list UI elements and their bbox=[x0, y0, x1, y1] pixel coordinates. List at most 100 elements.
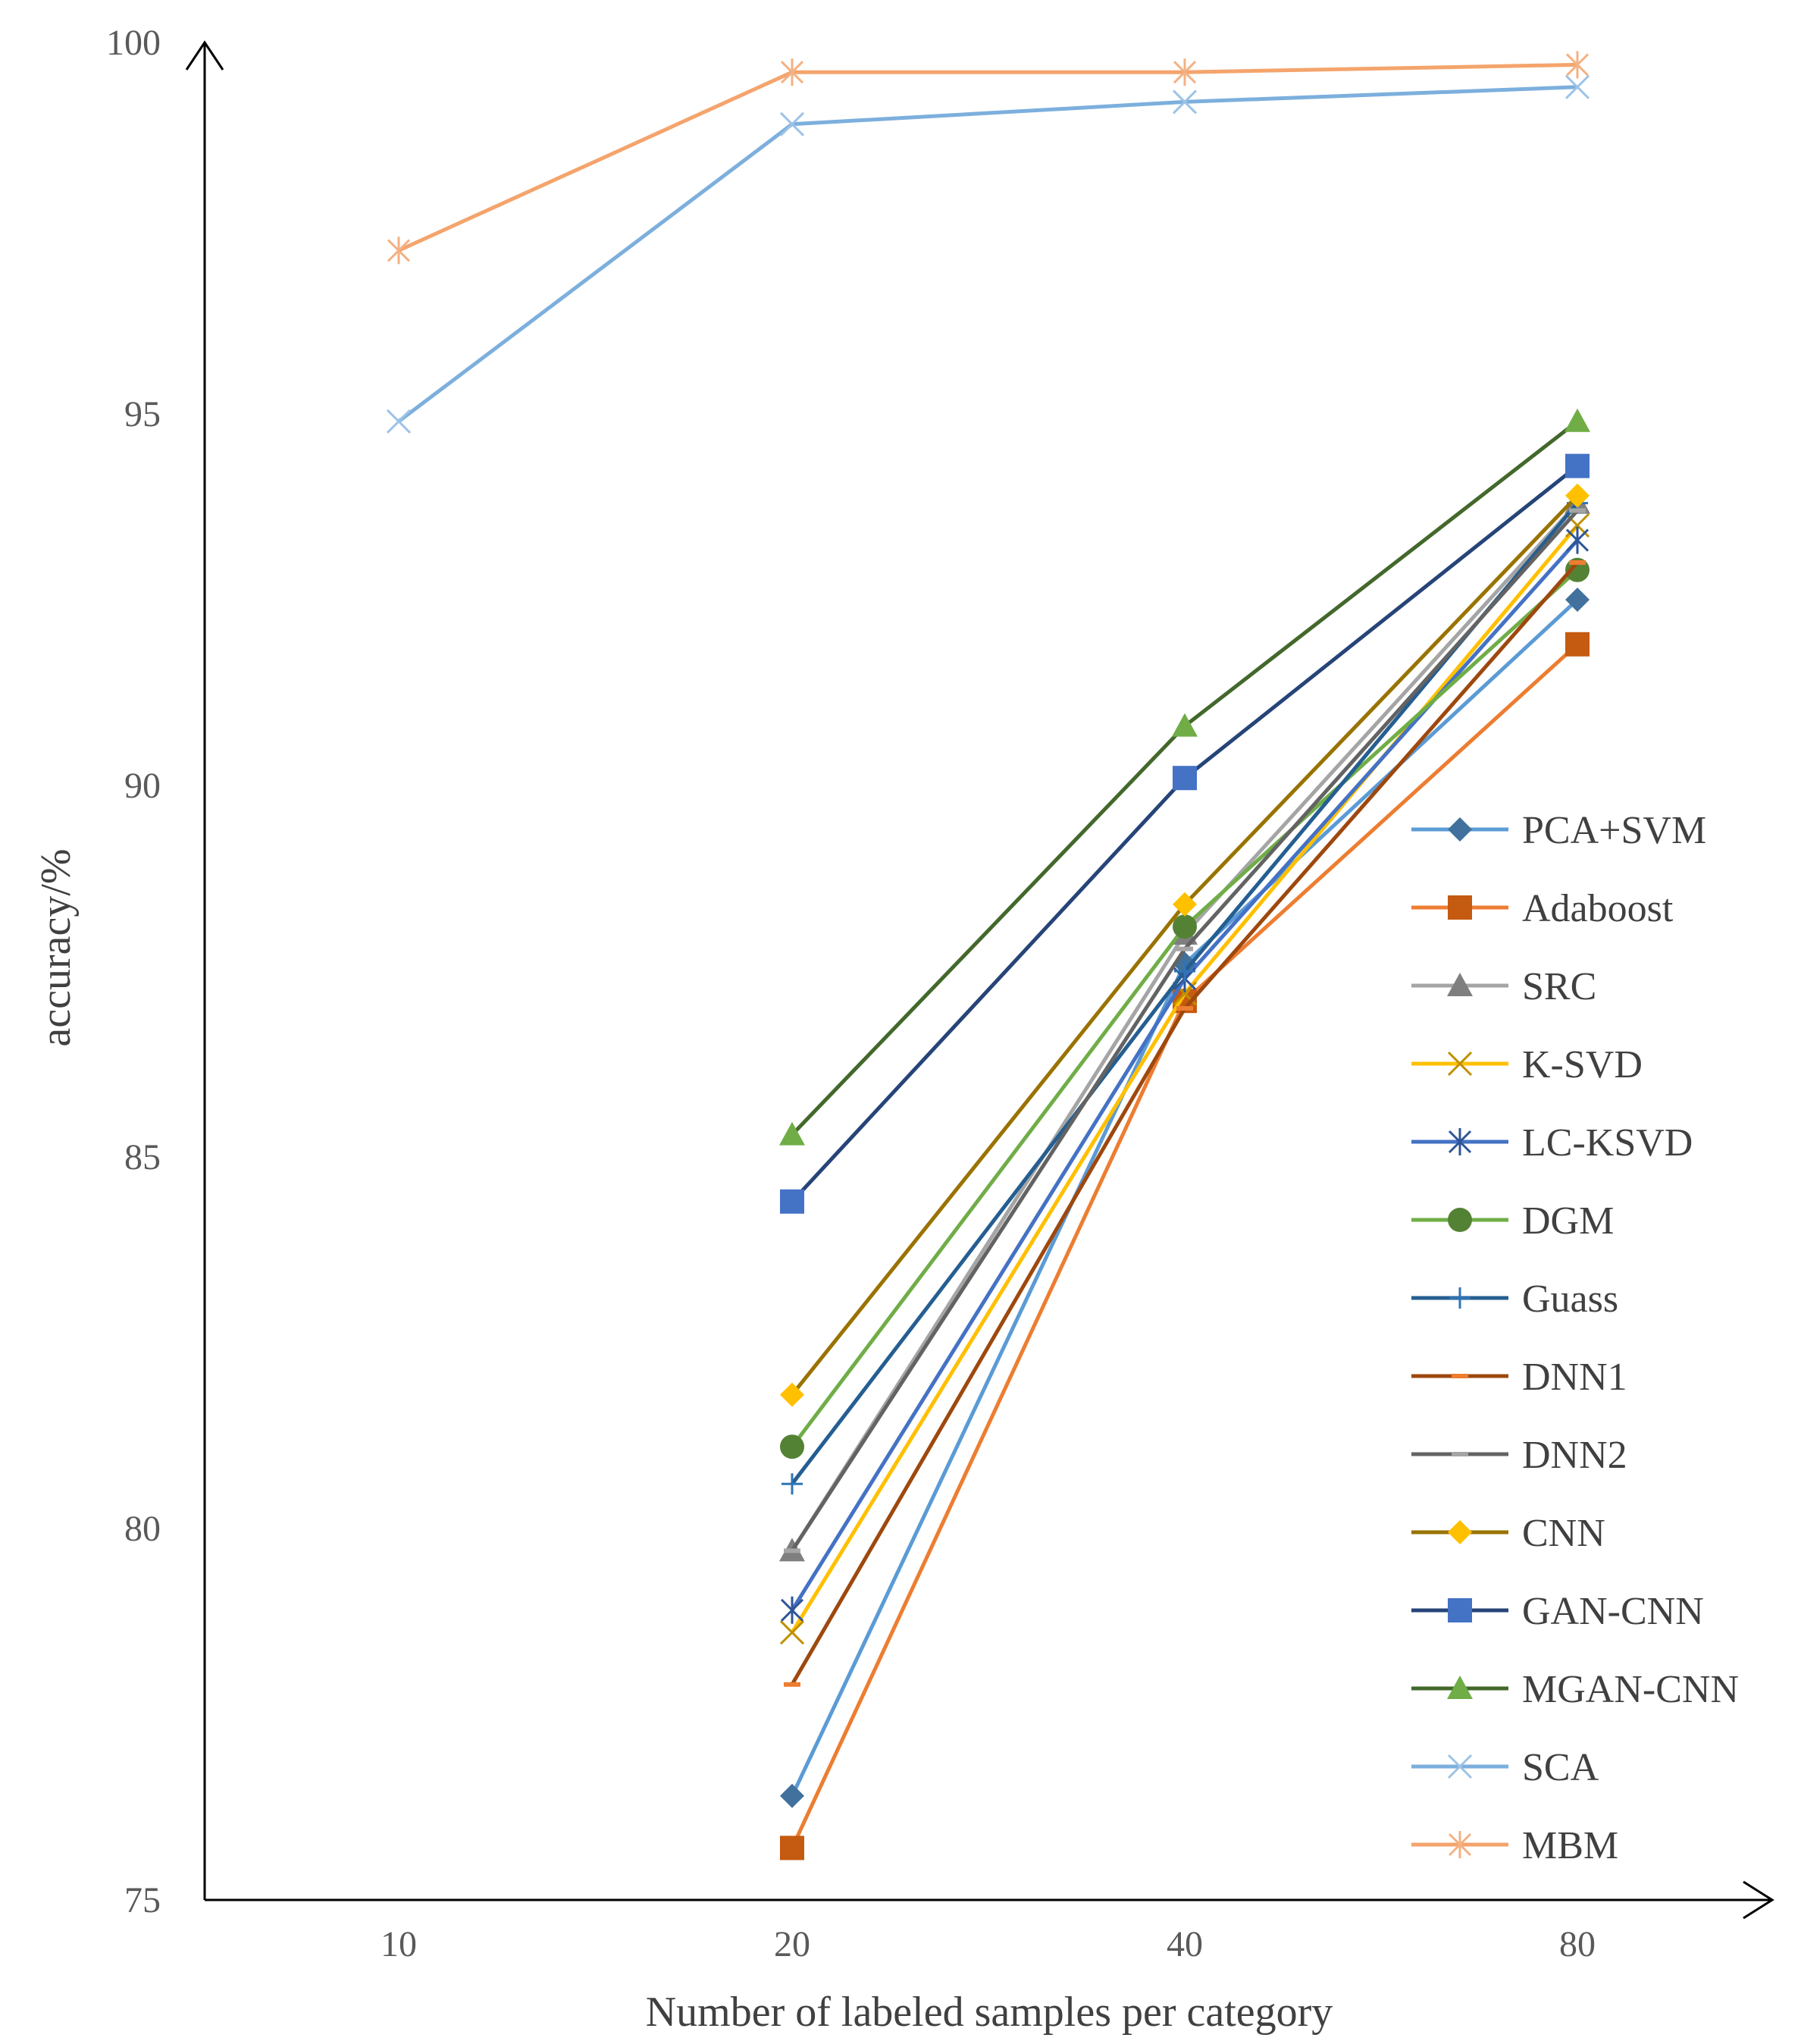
data-point bbox=[780, 1434, 804, 1459]
legend-swatch-marker bbox=[1452, 1374, 1468, 1378]
legend-swatch-marker bbox=[1452, 1452, 1468, 1456]
series-adaboost bbox=[780, 632, 1590, 1861]
legend-item: MGAN-CNN bbox=[1411, 1668, 1739, 1711]
legend-swatch-marker bbox=[1448, 817, 1472, 842]
data-point bbox=[1565, 74, 1590, 99]
data-point bbox=[387, 237, 411, 265]
data-point bbox=[780, 1596, 804, 1624]
legend-label: GAN-CNN bbox=[1522, 1590, 1704, 1633]
data-point bbox=[1173, 892, 1197, 917]
data-point bbox=[1565, 483, 1590, 508]
legend-label: Adaboost bbox=[1522, 887, 1674, 930]
legend-label: SCA bbox=[1522, 1746, 1599, 1789]
legend-item: MBM bbox=[1411, 1824, 1618, 1867]
series-k-svd bbox=[779, 513, 1590, 1645]
x-tick-labels: 10 20 40 80 bbox=[381, 1924, 1596, 1964]
legend-swatch-marker bbox=[1448, 1598, 1472, 1622]
data-point bbox=[1565, 588, 1590, 612]
data-point bbox=[1173, 914, 1197, 939]
axes bbox=[185, 40, 1774, 1920]
legend-label: SRC bbox=[1522, 965, 1596, 1008]
legend-label: CNN bbox=[1522, 1512, 1605, 1555]
y-tick-labels: 75 80 85 90 95 100 bbox=[106, 23, 161, 1920]
legend-swatch-marker bbox=[1447, 973, 1473, 996]
data-point bbox=[1569, 508, 1586, 513]
legend-label: DNN2 bbox=[1522, 1434, 1627, 1477]
legend-item: DGM bbox=[1411, 1199, 1614, 1243]
legend-label: Guass bbox=[1522, 1278, 1618, 1321]
data-point bbox=[1173, 766, 1197, 791]
data-point bbox=[1565, 51, 1590, 79]
data-point bbox=[1176, 946, 1193, 951]
data-point bbox=[1172, 89, 1198, 114]
legend-swatch-marker bbox=[1448, 1831, 1472, 1858]
series-dnn2 bbox=[784, 508, 1586, 1553]
legend-label: PCA+SVM bbox=[1522, 809, 1706, 852]
legend-swatch-marker bbox=[1447, 1676, 1473, 1699]
data-point bbox=[779, 1620, 805, 1645]
data-point bbox=[1174, 961, 1195, 982]
data-point bbox=[386, 409, 412, 434]
legend-item: Adaboost bbox=[1411, 887, 1674, 930]
series-cnn bbox=[780, 483, 1590, 1407]
legend-swatch-marker bbox=[1447, 1754, 1473, 1779]
data-point bbox=[1172, 713, 1198, 737]
legend-label: K-SVD bbox=[1522, 1043, 1643, 1086]
legend-item: LC-KSVD bbox=[1411, 1121, 1693, 1165]
y-axis-arrow bbox=[185, 40, 224, 71]
series-line bbox=[790, 524, 1579, 1634]
x-tick-label: 80 bbox=[1559, 1924, 1596, 1964]
legend-item: K-SVD bbox=[1411, 1043, 1643, 1086]
data-point bbox=[1569, 560, 1586, 565]
legend-label: MGAN-CNN bbox=[1522, 1668, 1739, 1711]
legend-swatch-marker bbox=[1448, 1520, 1472, 1544]
series-lc-ksvd bbox=[780, 526, 1590, 1624]
data-point bbox=[784, 1682, 800, 1687]
data-point bbox=[1565, 453, 1590, 478]
legend-item: Guass bbox=[1411, 1278, 1618, 1321]
series-line bbox=[397, 62, 1578, 252]
x-tick-label: 10 bbox=[381, 1924, 417, 1964]
series-mgan-cnn bbox=[779, 408, 1590, 1146]
legend-label: DNN1 bbox=[1522, 1356, 1627, 1399]
x-tick-label: 20 bbox=[774, 1924, 810, 1964]
data-point bbox=[780, 1189, 804, 1214]
legend-label: MBM bbox=[1522, 1824, 1618, 1867]
legend-item: GAN-CNN bbox=[1411, 1590, 1704, 1633]
data-point bbox=[1176, 1006, 1193, 1011]
y-tick-label: 100 bbox=[106, 23, 161, 63]
data-point bbox=[779, 111, 805, 136]
series-sca bbox=[386, 74, 1590, 434]
y-tick-label: 80 bbox=[124, 1509, 161, 1549]
legend-item: CNN bbox=[1411, 1512, 1605, 1555]
legend-swatch-marker bbox=[1449, 1287, 1471, 1309]
data-point bbox=[779, 1121, 805, 1146]
data-point bbox=[784, 1548, 800, 1553]
series-mbm bbox=[387, 51, 1590, 265]
data-point bbox=[1565, 526, 1590, 554]
legend-item: SCA bbox=[1411, 1746, 1599, 1789]
data-point bbox=[1565, 408, 1590, 432]
series-layer bbox=[386, 51, 1590, 1861]
data-point bbox=[780, 58, 804, 86]
y-tick-label: 75 bbox=[124, 1880, 161, 1920]
series-dgm bbox=[780, 557, 1590, 1459]
legend-item: DNN1 bbox=[1411, 1356, 1627, 1399]
legend: PCA+SVM Adaboost SRC K-SVD LC-KSVD DGM Guass DN… bbox=[1411, 809, 1739, 1867]
legend-swatch-marker bbox=[1448, 895, 1472, 920]
legend-swatch-marker bbox=[1447, 1051, 1473, 1077]
legend-label: LC-KSVD bbox=[1522, 1121, 1693, 1165]
y-tick-label: 85 bbox=[124, 1137, 161, 1177]
series-src bbox=[779, 490, 1590, 1562]
series-line bbox=[790, 501, 1579, 1552]
series-dnn1 bbox=[784, 560, 1586, 1687]
legend-item: SRC bbox=[1411, 965, 1596, 1008]
y-tick-label: 90 bbox=[124, 766, 161, 806]
x-axis-arrow bbox=[1743, 1880, 1774, 1920]
y-axis-title: accuracy/% bbox=[33, 848, 80, 1046]
legend-swatch-marker bbox=[1448, 1128, 1472, 1155]
data-point bbox=[1173, 58, 1197, 86]
legend-label: DGM bbox=[1522, 1199, 1614, 1243]
series-line bbox=[397, 85, 1578, 423]
